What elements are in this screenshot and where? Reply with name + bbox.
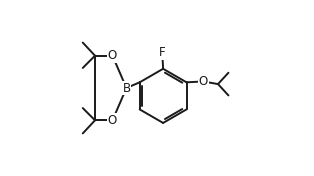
- Text: O: O: [108, 114, 117, 127]
- Text: O: O: [108, 49, 117, 62]
- Text: O: O: [198, 75, 208, 88]
- Text: F: F: [159, 46, 165, 59]
- Text: B: B: [122, 81, 131, 95]
